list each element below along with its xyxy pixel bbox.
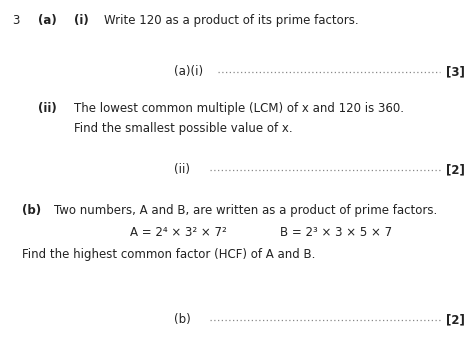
Text: Find the smallest possible value of x.: Find the smallest possible value of x. [74, 122, 292, 135]
Text: [2]: [2] [446, 163, 465, 176]
Text: (ii): (ii) [174, 163, 190, 176]
Text: A = 2⁴ × 3² × 7²: A = 2⁴ × 3² × 7² [130, 226, 227, 239]
Text: The lowest common multiple (LCM) of x and 120 is 360.: The lowest common multiple (LCM) of x an… [74, 102, 404, 115]
Text: Two numbers, A and B, are written as a product of prime factors.: Two numbers, A and B, are written as a p… [54, 204, 437, 217]
Text: (b): (b) [22, 204, 41, 217]
Text: [3]: [3] [446, 66, 465, 78]
Text: Write 120 as a product of its prime factors.: Write 120 as a product of its prime fact… [104, 14, 359, 27]
Text: (a)(i): (a)(i) [174, 66, 203, 78]
Text: (i): (i) [74, 14, 89, 27]
Text: B = 2³ × 3 × 5 × 7: B = 2³ × 3 × 5 × 7 [280, 226, 392, 239]
Text: (ii): (ii) [38, 102, 57, 115]
Text: [2]: [2] [446, 313, 465, 327]
Text: (b): (b) [174, 313, 191, 327]
Text: (a): (a) [38, 14, 57, 27]
Text: 3: 3 [12, 14, 19, 27]
Text: Find the highest common factor (HCF) of A and B.: Find the highest common factor (HCF) of … [22, 248, 315, 261]
